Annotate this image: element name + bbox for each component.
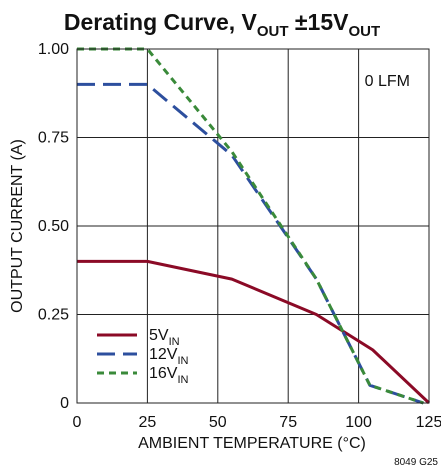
legend-label: 16VIN (149, 365, 189, 386)
legend-label: 5VIN (149, 327, 180, 348)
y-tick-label: 1.00 (38, 41, 69, 58)
series-line-5v (77, 259, 431, 405)
x-tick-label: 75 (279, 414, 297, 431)
x-tick-label: 50 (209, 414, 227, 431)
series-line-16v (77, 47, 424, 405)
x-tick-label: 125 (416, 414, 441, 431)
chart-title: Derating Curve, VOUT ±15VOUT (64, 9, 380, 40)
y-tick-label: 0.25 (38, 307, 69, 324)
series-layer (77, 47, 431, 405)
y-tick-label: 0 (60, 395, 69, 412)
legend-label: 12VIN (149, 346, 189, 367)
plot-grid (77, 49, 429, 403)
x-tick-label: 0 (73, 414, 82, 431)
figure-id: 8049 G25 (394, 457, 438, 468)
y-axis-label: OUTPUT CURRENT (A) (9, 139, 26, 313)
plot-frame (76, 48, 430, 404)
x-axis-label: AMBIENT TEMPERATURE (°C) (138, 435, 366, 452)
tick-labels: 0 25 50 75 100 125 0 0.25 0.50 0.75 1.00 (38, 41, 441, 431)
x-tick-label: 100 (345, 414, 372, 431)
airflow-annotation: 0 LFM (365, 73, 410, 90)
y-tick-label: 0.75 (38, 130, 69, 147)
x-tick-label: 25 (139, 414, 157, 431)
y-tick-label: 0.50 (38, 218, 69, 235)
